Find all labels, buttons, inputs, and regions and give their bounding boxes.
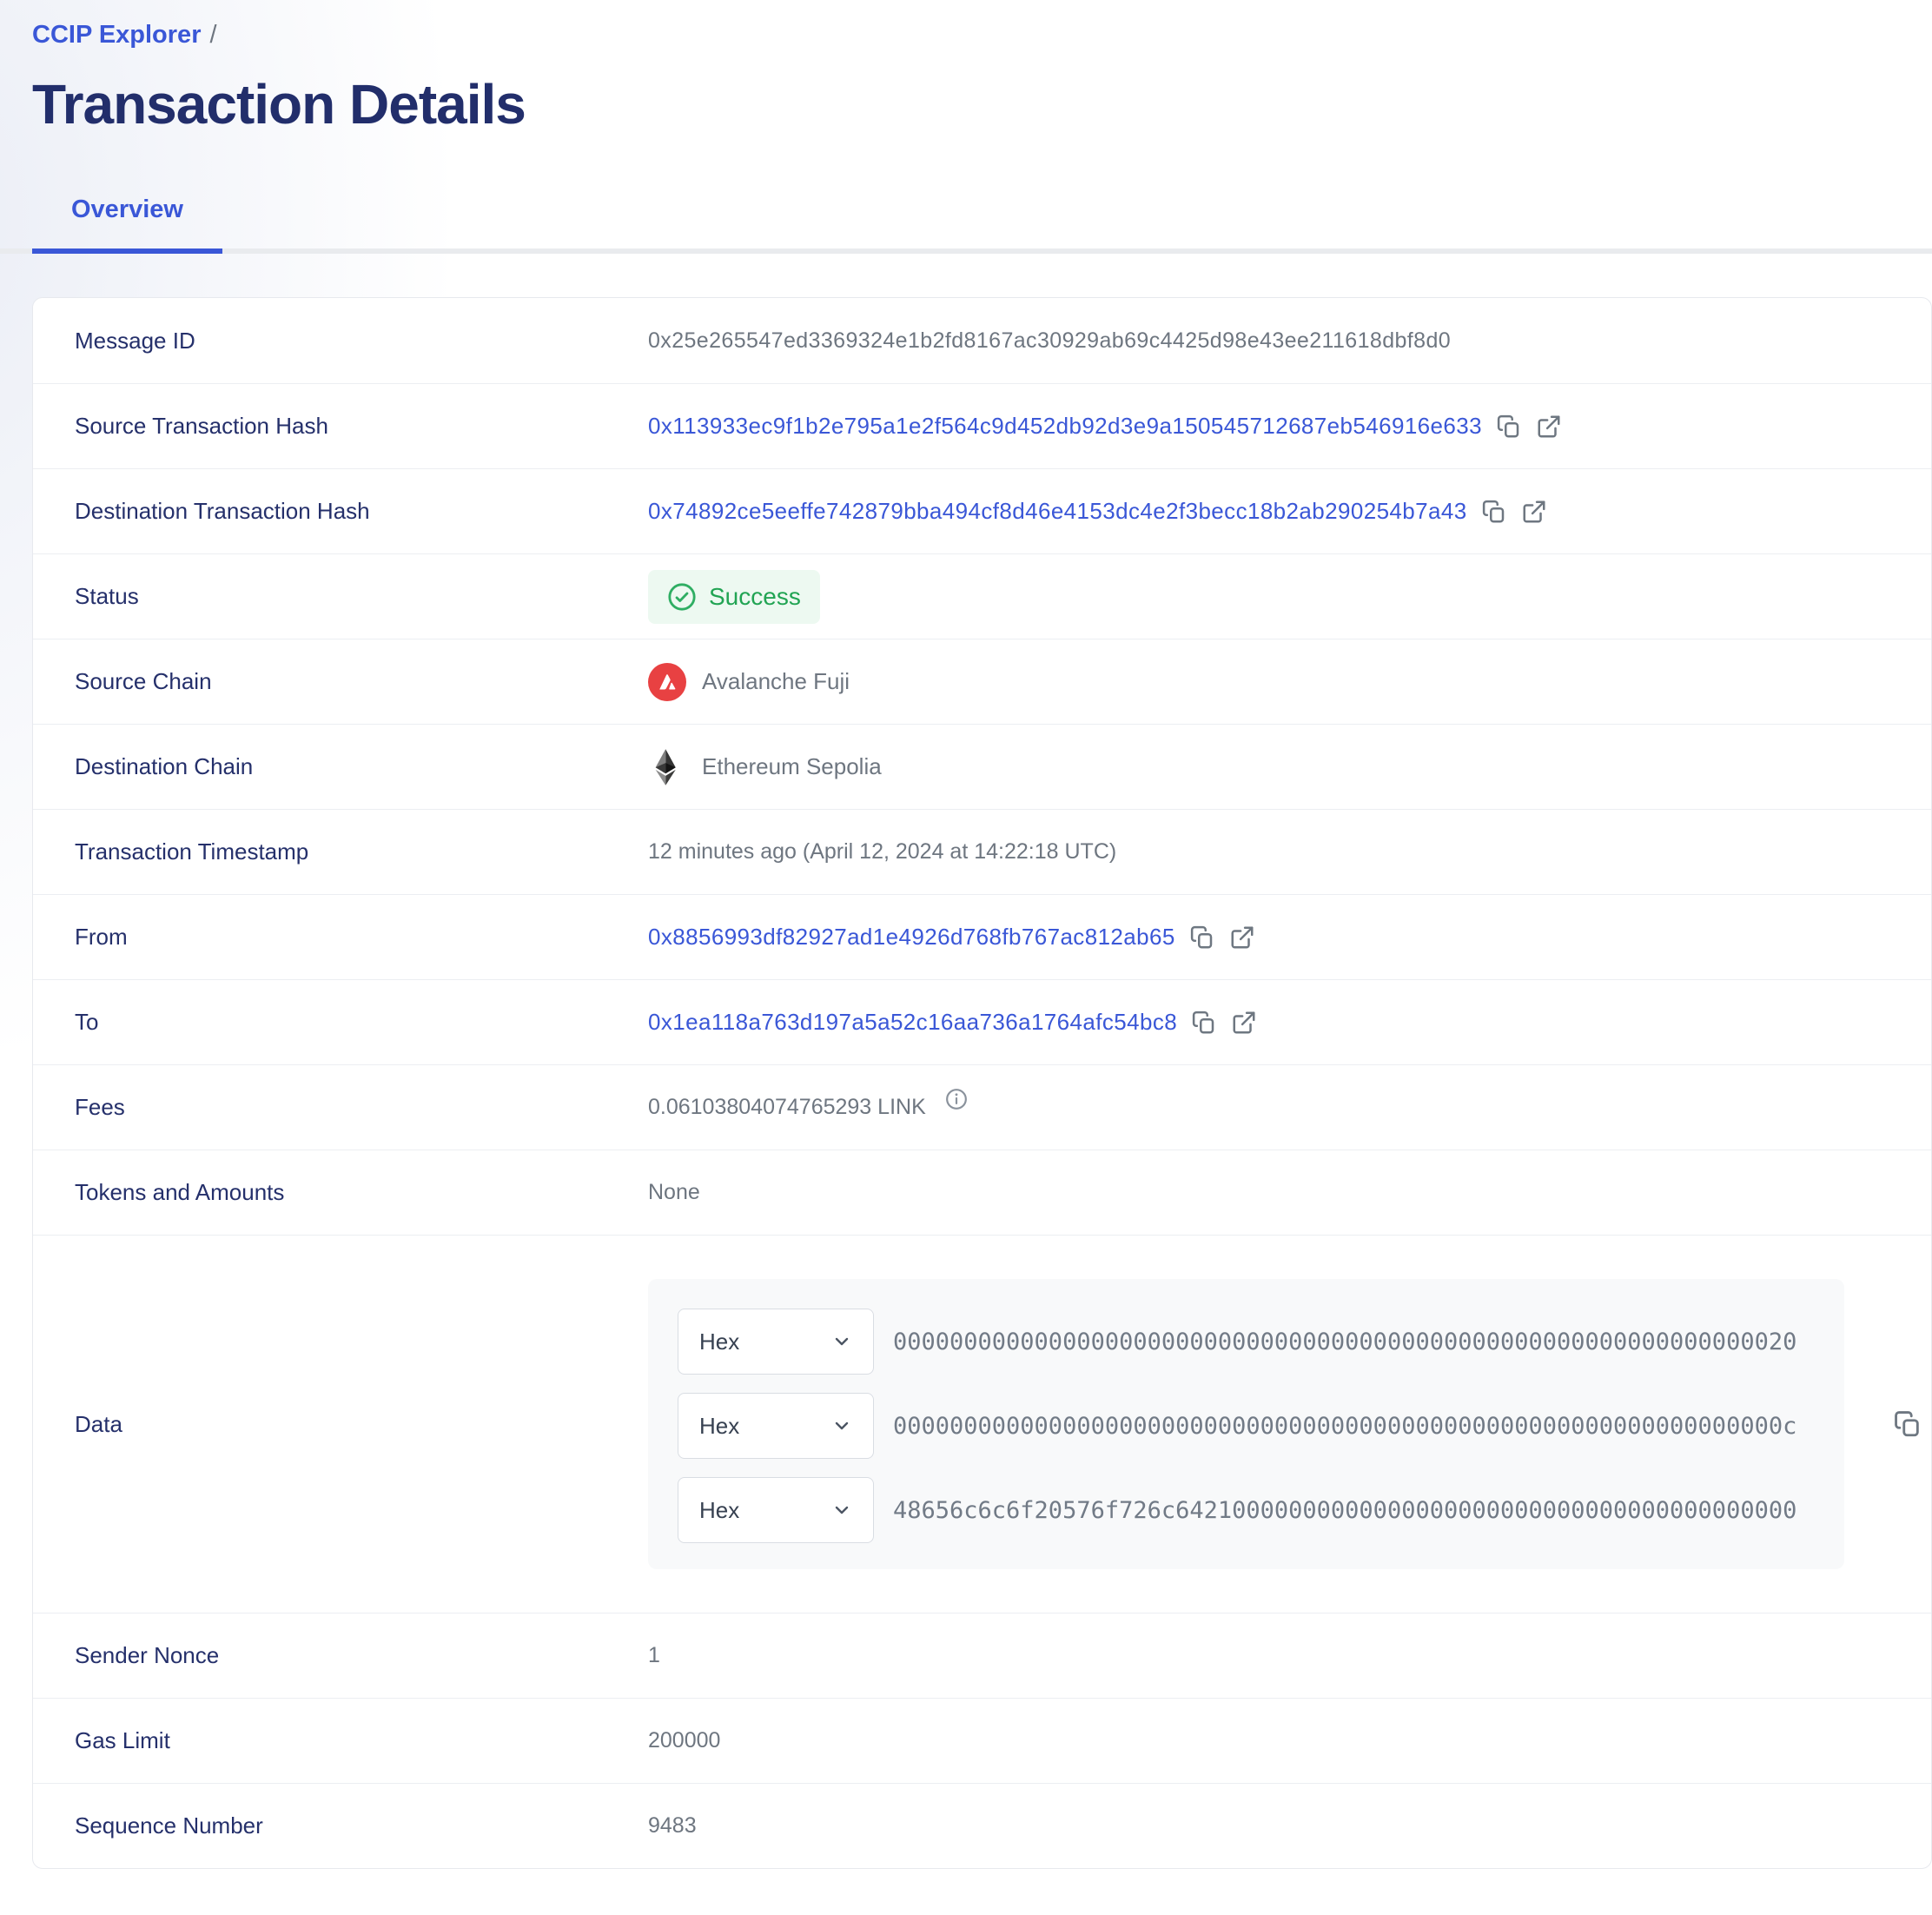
data-hex-line: Hex 000000000000000000000000000000000000…	[678, 1393, 1844, 1459]
source-chain-value: Avalanche Fuji	[648, 662, 850, 701]
row-label: Transaction Timestamp	[75, 838, 309, 865]
status-badge-label: Success	[709, 582, 801, 610]
timestamp-value: 12 minutes ago (April 12, 2024 at 14:22:…	[648, 839, 1117, 864]
row-label: Status	[75, 583, 139, 609]
copy-icon[interactable]	[1496, 414, 1522, 440]
row-label: From	[75, 924, 128, 950]
hex-select-value: Hex	[699, 1496, 740, 1523]
row-label: Tokens and Amounts	[75, 1179, 285, 1205]
table-row-to: To 0x1ea118a763d197a5a52c16aa736a1764afc…	[33, 979, 1931, 1064]
ethereum-logo-icon	[654, 748, 680, 786]
dest-tx-hash-link[interactable]: 0x74892ce5eeffe742879bba494cf8d46e4153dc…	[648, 498, 1467, 524]
table-row-source-tx-hash: Source Transaction Hash 0x113933ec9f1b2e…	[33, 383, 1931, 468]
gas-limit-value: 200000	[648, 1728, 721, 1753]
row-label: Data	[75, 1410, 122, 1437]
table-row-from: From 0x8856993df82927ad1e4926d768fb767ac…	[33, 894, 1931, 979]
sequence-number-value: 9483	[648, 1813, 697, 1838]
chevron-down-icon	[835, 1506, 849, 1514]
breadcrumb: CCIP Explorer /	[32, 21, 1932, 50]
copy-icon[interactable]	[1189, 924, 1215, 951]
table-row-dest-chain: Destination Chain Ethereum Sepolia	[33, 724, 1931, 809]
sender-nonce-value: 1	[648, 1643, 660, 1667]
data-hex-box: Hex 000000000000000000000000000000000000…	[648, 1279, 1844, 1569]
table-row-sender-nonce: Sender Nonce 1	[33, 1613, 1931, 1698]
data-hex-line: Hex 000000000000000000000000000000000000…	[678, 1309, 1844, 1375]
breadcrumb-ccip-explorer-link[interactable]: CCIP Explorer	[32, 21, 202, 49]
row-label: Fees	[75, 1094, 125, 1120]
tokens-and-amounts-value: None	[648, 1180, 700, 1204]
row-label: Source Transaction Hash	[75, 413, 328, 439]
external-link-icon[interactable]	[1521, 499, 1547, 525]
table-row-gas-limit: Gas Limit 200000	[33, 1698, 1931, 1783]
row-label: Gas Limit	[75, 1727, 170, 1753]
data-hex-line: Hex 48656c6c6f20576f726c6421000000000000…	[678, 1477, 1844, 1543]
table-row-dest-tx-hash: Destination Transaction Hash 0x74892ce5e…	[33, 468, 1931, 553]
fees-value: 0.06103804074765293 LINK	[648, 1095, 926, 1119]
row-label: Destination Chain	[75, 753, 254, 779]
hex-encoding-select[interactable]: Hex	[678, 1309, 874, 1375]
row-label: Sequence Number	[75, 1812, 263, 1839]
status-badge: Success	[648, 569, 820, 624]
table-row-fees: Fees 0.06103804074765293 LINK	[33, 1064, 1931, 1150]
source-chain-label: Avalanche Fuji	[702, 668, 850, 694]
from-address-link[interactable]: 0x8856993df82927ad1e4926d768fb767ac812ab…	[648, 924, 1175, 950]
row-label: Destination Transaction Hash	[75, 498, 370, 524]
page-header: CCIP Explorer / Transaction Details	[0, 0, 1932, 136]
table-row-message-id: Message ID 0x25e265547ed3369324e1b2fd816…	[33, 298, 1931, 383]
table-row-status: Status Success	[33, 553, 1931, 639]
table-row-sequence-number: Sequence Number 9483	[33, 1783, 1931, 1868]
copy-icon[interactable]	[1191, 1010, 1217, 1036]
copy-icon[interactable]	[1893, 1409, 1922, 1439]
external-link-icon[interactable]	[1229, 924, 1255, 951]
transaction-details-table: Message ID 0x25e265547ed3369324e1b2fd816…	[32, 297, 1932, 1869]
breadcrumb-separator: /	[209, 21, 217, 49]
chevron-down-icon	[835, 1421, 849, 1430]
hex-select-value: Hex	[699, 1412, 740, 1439]
tab-bar: Overview	[0, 195, 1932, 254]
dest-chain-value: Ethereum Sepolia	[648, 748, 882, 786]
info-icon[interactable]	[945, 1088, 968, 1110]
row-label: Source Chain	[75, 668, 212, 694]
row-label: To	[75, 1009, 99, 1035]
chevron-down-icon	[835, 1337, 849, 1346]
table-row-data: Data Hex 0000000000000000000000000000000…	[33, 1235, 1931, 1613]
hex-encoding-select[interactable]: Hex	[678, 1477, 874, 1543]
message-id-value: 0x25e265547ed3369324e1b2fd8167ac30929ab6…	[648, 328, 1452, 353]
external-link-icon[interactable]	[1536, 414, 1562, 440]
page-title: Transaction Details	[32, 73, 526, 136]
check-circle-icon	[668, 582, 696, 611]
hex-select-value: Hex	[699, 1328, 740, 1355]
hex-data-text: 48656c6c6f20576f726c64210000000000000000…	[893, 1496, 1797, 1524]
source-tx-hash-link[interactable]: 0x113933ec9f1b2e795a1e2f564c9d452db92d3e…	[648, 413, 1482, 439]
hex-data-text: 0000000000000000000000000000000000000000…	[893, 1412, 1797, 1440]
to-address-link[interactable]: 0x1ea118a763d197a5a52c16aa736a1764afc54b…	[648, 1009, 1178, 1035]
table-row-timestamp: Transaction Timestamp 12 minutes ago (Ap…	[33, 809, 1931, 894]
row-label: Message ID	[75, 327, 195, 354]
dest-chain-label: Ethereum Sepolia	[702, 753, 882, 779]
tab-overview[interactable]: Overview	[32, 195, 222, 254]
row-label: Sender Nonce	[75, 1642, 220, 1668]
table-row-tokens-and-amounts: Tokens and Amounts None	[33, 1150, 1931, 1235]
hex-encoding-select[interactable]: Hex	[678, 1393, 874, 1459]
copy-icon[interactable]	[1481, 499, 1507, 525]
hex-data-text: 0000000000000000000000000000000000000000…	[893, 1328, 1797, 1355]
table-row-source-chain: Source Chain Avalanche Fuji	[33, 639, 1931, 724]
external-link-icon[interactable]	[1231, 1010, 1257, 1036]
avalanche-logo-icon	[648, 662, 686, 701]
